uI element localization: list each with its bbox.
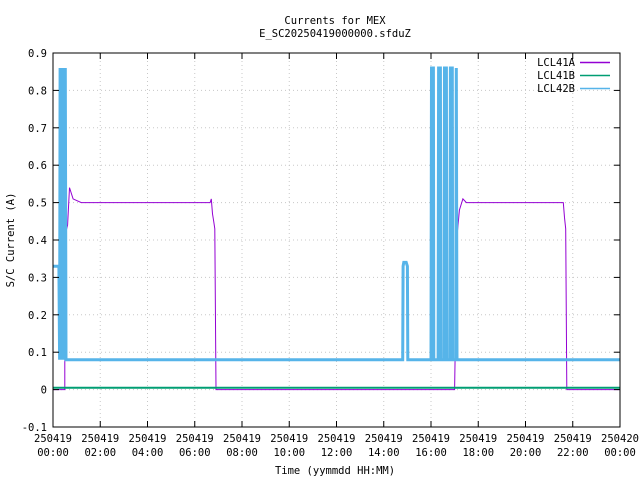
- y-tick-label: 0: [41, 385, 47, 397]
- x-tick-label-time: 16:00: [415, 447, 447, 459]
- chart-subtitle: E_SC20250419000000.sfduZ: [259, 28, 411, 40]
- x-tick-label-time: 14:00: [368, 447, 400, 459]
- x-tick-label-time: 04:00: [132, 447, 164, 459]
- x-tick-label-date: 250419: [507, 433, 545, 445]
- chart-title: Currents for MEX: [284, 15, 386, 27]
- x-tick-label-date: 250419: [34, 433, 72, 445]
- x-tick-label-time: 06:00: [179, 447, 211, 459]
- x-tick-label-date: 250419: [270, 433, 308, 445]
- x-tick-label-date: 250420: [601, 433, 639, 445]
- x-tick-label-date: 250419: [318, 433, 356, 445]
- x-tick-label-date: 250419: [412, 433, 450, 445]
- series-line-lcl42b: [53, 66, 620, 362]
- ticks: -0.1 0 0.1 0.2 0.3 0.4 0.5 0.6 0.7 0.8 0.9 250419 00…: [22, 48, 639, 459]
- x-tick-label-date: 250419: [554, 433, 592, 445]
- y-tick-label: 0.8: [28, 85, 47, 97]
- x-tick-label-time: 10:00: [273, 447, 305, 459]
- x-tick-label-date: 250419: [459, 433, 497, 445]
- y-tick-label: 0.6: [28, 160, 47, 172]
- y-tick-label: 0.5: [28, 198, 47, 210]
- y-tick-label: 0.4: [28, 235, 47, 247]
- x-tick-label-date: 250419: [81, 433, 119, 445]
- y-axis-label: S/C Current (A): [5, 193, 17, 288]
- series-layer: [53, 66, 620, 391]
- x-tick-label-time: 22:00: [557, 447, 589, 459]
- y-tick-label: 0.3: [28, 272, 47, 284]
- y-tick-label: 0.1: [28, 347, 47, 359]
- x-axis-label: Time (yymmdd HH:MM): [275, 465, 395, 477]
- legend-label-lcl41a: LCL41A: [537, 57, 576, 69]
- x-tick-label-date: 250419: [223, 433, 261, 445]
- x-tick-label-date: 250419: [365, 433, 403, 445]
- y-tick-label: 0.2: [28, 310, 47, 322]
- x-tick-label-time: 08:00: [226, 447, 258, 459]
- x-tick-label-time: 00:00: [37, 447, 69, 459]
- y-tick-label: -0.1: [22, 422, 47, 434]
- x-tick-label-time: 18:00: [462, 447, 494, 459]
- x-tick-label-time: 12:00: [321, 447, 353, 459]
- y-tick-label: 0.7: [28, 123, 47, 135]
- x-tick-label-date: 250419: [129, 433, 167, 445]
- x-tick-label-time: 20:00: [510, 447, 542, 459]
- series-line-lcl41a: [53, 187, 620, 391]
- legend-label-lcl41b: LCL41B: [537, 70, 575, 82]
- x-tick-label-time: 00:00: [604, 447, 636, 459]
- x-tick-label-date: 250419: [176, 433, 214, 445]
- x-tick-label-time: 02:00: [84, 447, 116, 459]
- y-tick-label: 0.9: [28, 48, 47, 60]
- legend-label-lcl42b: LCL42B: [537, 83, 575, 95]
